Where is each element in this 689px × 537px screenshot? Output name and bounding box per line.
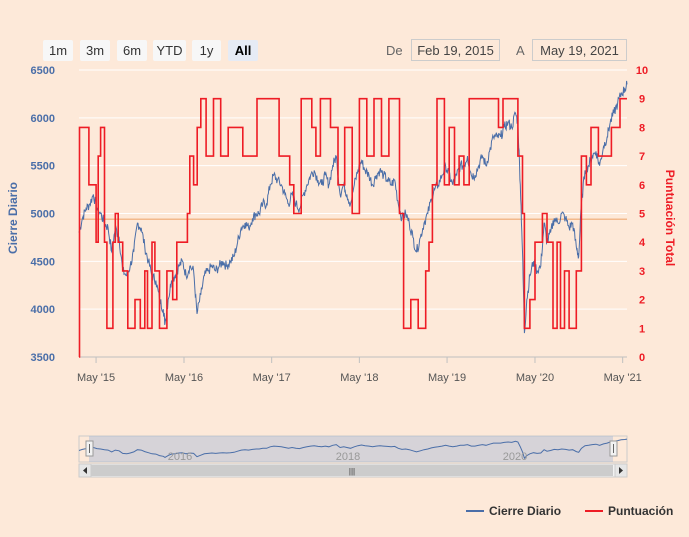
legend-swatch-price	[466, 510, 484, 512]
left-axis-ticks: 3500 4000 4500 5000 5500 6000 6500	[31, 65, 55, 364]
x-tick-label: May '19	[428, 372, 466, 384]
right-tick-label: 6	[639, 180, 645, 192]
x-tick-label: May '17	[253, 372, 291, 384]
navigator-background	[78, 435, 628, 463]
range-ytd-button[interactable]: YTD	[153, 40, 186, 61]
left-axis-title: Cierre Diario	[6, 182, 20, 254]
left-tick-label: 5000	[31, 209, 55, 221]
navigator-selection[interactable]	[89, 436, 613, 462]
navigator-right-handle[interactable]	[609, 440, 618, 457]
right-tick-label: 9	[639, 94, 645, 106]
right-tick-label: 10	[636, 65, 648, 77]
scrollbar-right-arrow[interactable]	[614, 463, 628, 478]
price-line	[78, 80, 628, 334]
range-1m-button[interactable]: 1m	[43, 40, 73, 61]
left-tick-label: 6500	[31, 65, 55, 77]
legend-item-score[interactable]: Puntuación	[585, 504, 673, 518]
navigator-year-label: 2018	[336, 451, 360, 463]
legend-label-score: Puntuación	[608, 504, 674, 518]
range-all-button[interactable]: All	[228, 40, 258, 61]
right-tick-label: 0	[639, 352, 645, 364]
legend-swatch-score	[585, 510, 603, 512]
scrollbar[interactable]: |||	[78, 463, 628, 478]
from-label: De	[386, 43, 403, 58]
x-axis-ticks: May '15 May '16 May '17 May '18 May '19 May '…	[77, 357, 642, 384]
left-tick-label: 5500	[31, 161, 55, 173]
from-date-input[interactable]	[411, 39, 500, 61]
right-tick-label: 7	[639, 151, 645, 163]
right-tick-label: 2	[639, 295, 645, 307]
scrollbar-thumb[interactable]	[91, 465, 613, 476]
right-axis-ticks: 0 1 2 3 4 5 6 7 8 9 10	[636, 65, 648, 364]
left-tick-label: 4500	[31, 256, 55, 268]
to-date-input[interactable]	[532, 39, 627, 61]
range-6m-button[interactable]: 6m	[117, 40, 147, 61]
x-tick-label: May '18	[340, 372, 378, 384]
scrollbar-left-arrow[interactable]	[78, 463, 92, 478]
to-label: A	[516, 43, 525, 58]
right-tick-label: 1	[639, 323, 645, 335]
legend-item-price[interactable]: Cierre Diario	[466, 504, 561, 518]
navigator-year-label: 2016	[168, 451, 192, 463]
x-tick-label: May '21	[604, 372, 642, 384]
right-tick-label: 8	[639, 122, 645, 134]
range-3m-button[interactable]: 3m	[80, 40, 110, 61]
navigator-price-line	[78, 438, 628, 460]
x-tick-label: May '20	[516, 372, 554, 384]
navigator-year-label: 2020	[503, 451, 527, 463]
legend-label-price: Cierre Diario	[489, 504, 562, 518]
x-tick-label: May '16	[165, 372, 203, 384]
scrollbar-grip[interactable]: |||	[349, 467, 355, 476]
left-tick-label: 6000	[31, 113, 55, 125]
left-tick-label: 4000	[31, 304, 55, 316]
x-tick-label: May '15	[77, 372, 115, 384]
right-tick-label: 3	[639, 266, 645, 278]
right-axis-title: Puntuación Total	[663, 170, 677, 266]
left-tick-label: 3500	[31, 352, 55, 364]
right-tick-label: 5	[639, 209, 645, 221]
navigator-left-handle[interactable]	[85, 440, 94, 457]
navigator: 2016 2018 2020	[78, 435, 628, 463]
score-line	[78, 97, 627, 358]
range-1y-button[interactable]: 1y	[192, 40, 221, 61]
right-tick-label: 4	[639, 237, 646, 249]
